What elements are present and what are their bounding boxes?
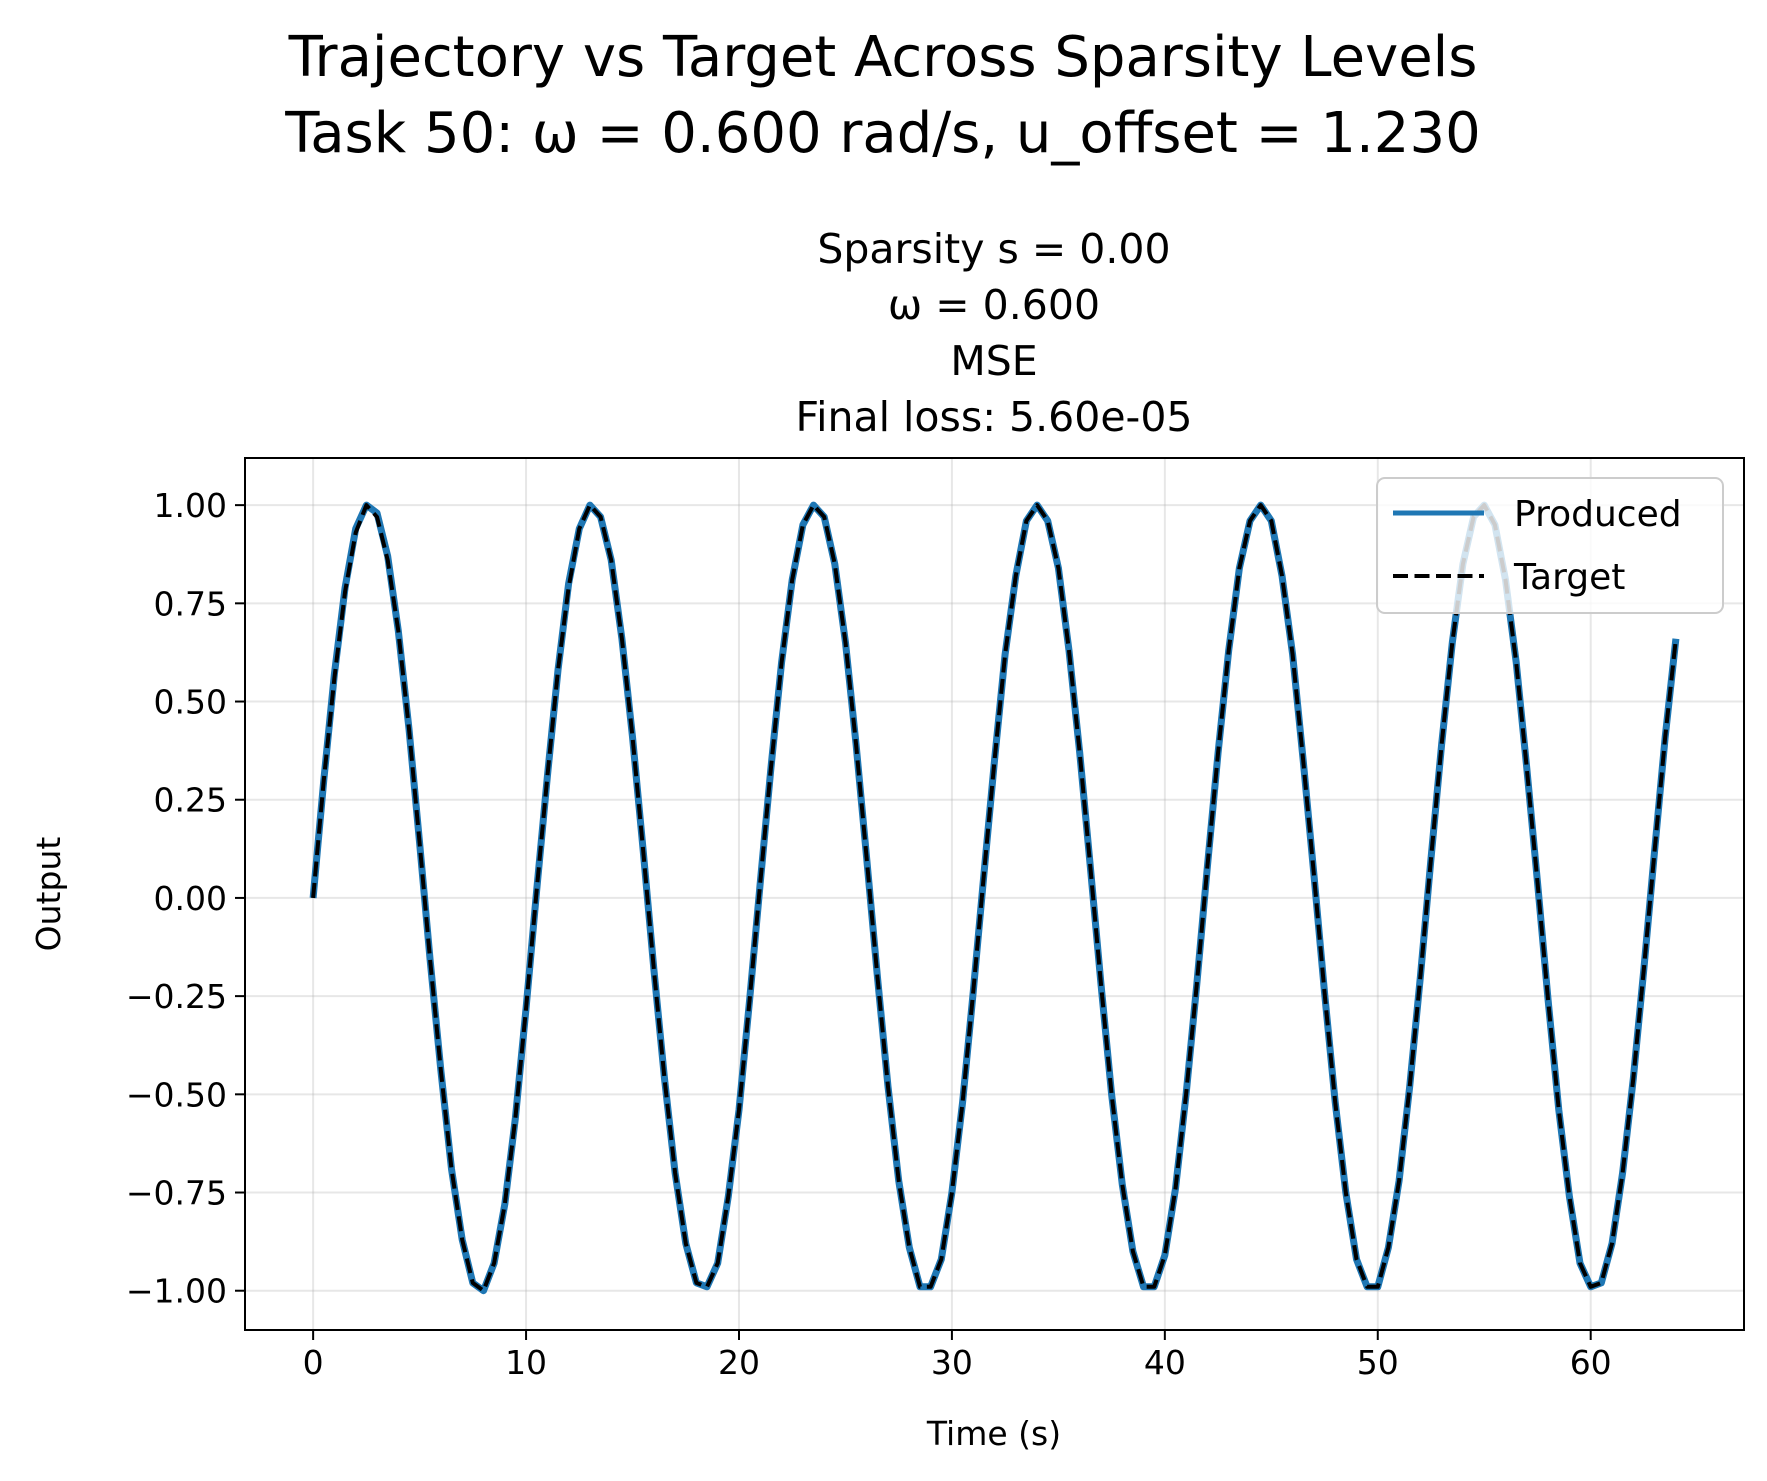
series-layer [309, 501, 1680, 1295]
x-tick-label: 30 [931, 1343, 973, 1382]
axes-title-line-3: MSE [950, 337, 1037, 385]
suptitle-line-1: Trajectory vs Target Across Sparsity Lev… [288, 25, 1478, 90]
x-tick-label: 60 [1570, 1343, 1612, 1382]
x-tick-label: 10 [505, 1343, 547, 1382]
ticks: 0 10 20 30 40 50 60 1.00 0.75 0.50 0.25 0.00 −0.25 −0… [126, 486, 1612, 1382]
y-tick-label: 0.25 [154, 781, 227, 820]
y-tick-label: 0.50 [154, 683, 227, 722]
y-tick-label: −1.00 [126, 1272, 227, 1311]
axes-title-line-4: Final loss: 5.60e-05 [795, 393, 1192, 441]
x-tick-label: 20 [718, 1343, 760, 1382]
y-tick-label: 1.00 [154, 486, 227, 525]
y-tick-label: −0.75 [126, 1174, 227, 1213]
y-tick-label: −0.50 [126, 1075, 227, 1114]
legend: Produced Target [1376, 477, 1724, 614]
y-tick-label: −0.25 [126, 977, 227, 1016]
axes-title-line-1: Sparsity s = 0.00 [817, 225, 1170, 273]
y-axis-label: Output [29, 837, 68, 952]
y-tick-label: 0.75 [154, 584, 227, 623]
x-tick-label: 0 [303, 1343, 324, 1382]
legend-label-target: Target [1513, 557, 1625, 598]
suptitle-line-2: Task 50: ω = 0.600 rad/s, u_offset = 1.2… [284, 101, 1480, 166]
series-line-target [311, 503, 1678, 1293]
x-axis-label: Time (s) [926, 1414, 1061, 1453]
plot-frame [244, 457, 1745, 1331]
x-tick-label: 50 [1357, 1343, 1399, 1382]
legend-label-produced: Produced [1514, 494, 1682, 535]
x-tick-label: 40 [1144, 1343, 1186, 1382]
y-tick-label: 0.00 [154, 879, 227, 918]
axes-title-line-2: ω = 0.600 [888, 281, 1100, 329]
